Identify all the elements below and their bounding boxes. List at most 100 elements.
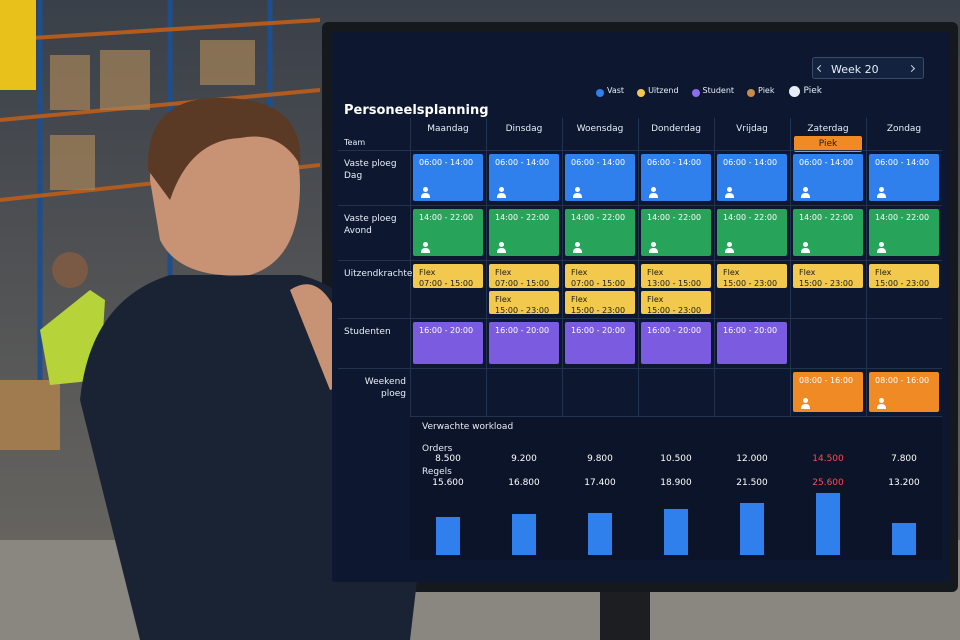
shift[interactable]: 14:00 - 22:00	[413, 209, 483, 256]
person-icon-head	[803, 187, 808, 192]
day-column-bg	[486, 118, 562, 418]
regels-bar	[664, 509, 688, 555]
person-icon-head	[727, 187, 732, 192]
peak-toggle-icon	[789, 86, 801, 97]
shift[interactable]: 16:00 - 20:00	[717, 322, 787, 364]
shift[interactable]: 08:00 - 16:00	[869, 372, 939, 412]
shift[interactable]: 06:00 - 14:00	[641, 154, 711, 201]
legend-label: Piek	[758, 86, 775, 95]
shift[interactable]: Flex 15:00 - 23:00	[793, 264, 863, 288]
shift[interactable]: 16:00 - 20:00	[565, 322, 635, 364]
nav-prev[interactable]	[816, 64, 825, 73]
shift[interactable]: Flex 07:00 - 15:00	[565, 264, 635, 288]
person-icon-head	[879, 398, 884, 403]
shift[interactable]: 06:00 - 14:00	[717, 154, 787, 201]
row-line	[338, 260, 942, 261]
shift-text: Flex	[875, 268, 892, 277]
shift-text: 06:00 - 14:00	[875, 158, 930, 167]
shift-text: Flex	[571, 294, 588, 304]
week-nav[interactable]: Week 20	[812, 57, 924, 79]
shift[interactable]: Flex 15:00 - 23:00	[717, 264, 787, 288]
day-column-bg	[410, 118, 486, 418]
team-label: Weekend ploeg	[364, 377, 406, 399]
regels-bar	[436, 517, 460, 555]
regels-value: 18.900	[660, 478, 692, 488]
shift-text: 16:00 - 20:00	[419, 326, 474, 335]
day-badge: Piek	[794, 136, 862, 152]
person-icon-body	[573, 193, 582, 198]
peak-toggle[interactable]: Piek	[803, 86, 822, 96]
shift-text: 15:00 - 23:00	[875, 279, 930, 288]
person-icon-body	[497, 193, 506, 198]
workload-title: Verwachte workload	[422, 422, 514, 432]
person-icon-head	[727, 242, 732, 247]
shift[interactable]: 14:00 - 22:00	[565, 209, 635, 256]
orders-value: 9.200	[511, 454, 537, 464]
regels-value: 17.400	[584, 478, 616, 488]
shift-text: 13:00 - 15:00	[647, 279, 702, 288]
legend-dot	[596, 89, 604, 97]
shift[interactable]: 14:00 - 22:00	[869, 209, 939, 256]
shift-text: 14:00 - 22:00	[495, 213, 550, 222]
shift[interactable]: 16:00 - 20:00	[641, 322, 711, 364]
day-column-bg	[790, 118, 866, 418]
regels-bar	[740, 502, 764, 555]
person-icon-body	[801, 248, 810, 253]
shift[interactable]: 08:00 - 16:00	[793, 372, 863, 412]
shift[interactable]: Flex 07:00 - 15:00	[489, 264, 559, 288]
person-icon-body	[649, 193, 658, 198]
shift-text: 06:00 - 14:00	[495, 158, 550, 167]
person-icon-head	[803, 398, 808, 403]
shift[interactable]: 14:00 - 22:00	[641, 209, 711, 256]
person-icon-body	[421, 193, 430, 198]
shift[interactable]: 06:00 - 14:00	[793, 154, 863, 201]
shift-text: 14:00 - 22:00	[647, 213, 702, 222]
person-icon-head	[575, 242, 580, 247]
row-line	[338, 150, 942, 151]
shift[interactable]: 06:00 - 14:00	[869, 154, 939, 201]
shift-text: 08:00 - 16:00	[799, 376, 854, 385]
person-icon-body	[877, 404, 886, 409]
person-icon-head	[423, 242, 428, 247]
shift-text: 15:00 - 23:00	[799, 279, 854, 288]
shift[interactable]: Flex 15:00 - 23:00	[565, 290, 635, 315]
shift[interactable]: 16:00 - 20:00	[489, 322, 559, 364]
person-icon-head	[575, 187, 580, 192]
shift-text: Flex	[419, 268, 436, 277]
person-icon-head	[499, 242, 504, 247]
team-label: Uitzendkrachten	[344, 269, 419, 279]
person-icon-body	[497, 248, 506, 253]
shift[interactable]: 14:00 - 22:00	[717, 209, 787, 256]
regels-value: 13.200	[888, 478, 920, 488]
shift[interactable]: Flex 15:00 - 23:00	[869, 264, 939, 288]
shift-text: 14:00 - 22:00	[723, 213, 778, 222]
shift[interactable]: Flex 07:00 - 15:00	[413, 264, 483, 288]
shift-text: Flex	[571, 268, 588, 277]
person-icon-head	[803, 242, 808, 247]
orders-value: 9.800	[587, 454, 613, 464]
day-column-bg	[866, 118, 942, 418]
title: Personeelsplanning	[344, 103, 489, 118]
orders-value: 14.500	[812, 454, 844, 464]
shift-text: 14:00 - 22:00	[875, 213, 930, 222]
shift[interactable]: Flex 15:00 - 23:00	[489, 290, 559, 315]
shift[interactable]: Flex 13:00 - 15:00	[641, 264, 711, 288]
shift[interactable]: 06:00 - 14:00	[565, 154, 635, 201]
shift-text: 07:00 - 15:00	[571, 279, 626, 288]
shift[interactable]: 14:00 - 22:00	[489, 209, 559, 256]
shift[interactable]: 06:00 - 14:00	[489, 154, 559, 201]
nav-next[interactable]	[907, 64, 916, 73]
orders-label: Orders	[422, 444, 453, 454]
shift[interactable]: 16:00 - 20:00	[413, 322, 483, 364]
day-column-bg	[638, 118, 714, 418]
legend-dot	[747, 89, 756, 97]
shift-text: 06:00 - 14:00	[647, 158, 702, 167]
person-icon-body	[725, 248, 734, 253]
shift[interactable]: 06:00 - 14:00	[413, 154, 483, 201]
shift[interactable]: 14:00 - 22:00	[793, 209, 863, 256]
shift[interactable]: Flex 15:00 - 23:00	[641, 290, 711, 315]
day-column-bg	[714, 118, 790, 418]
day-name: Zondag	[886, 124, 922, 134]
orders-value: 8.500	[435, 454, 461, 464]
shift-text: 16:00 - 20:00	[723, 326, 778, 335]
